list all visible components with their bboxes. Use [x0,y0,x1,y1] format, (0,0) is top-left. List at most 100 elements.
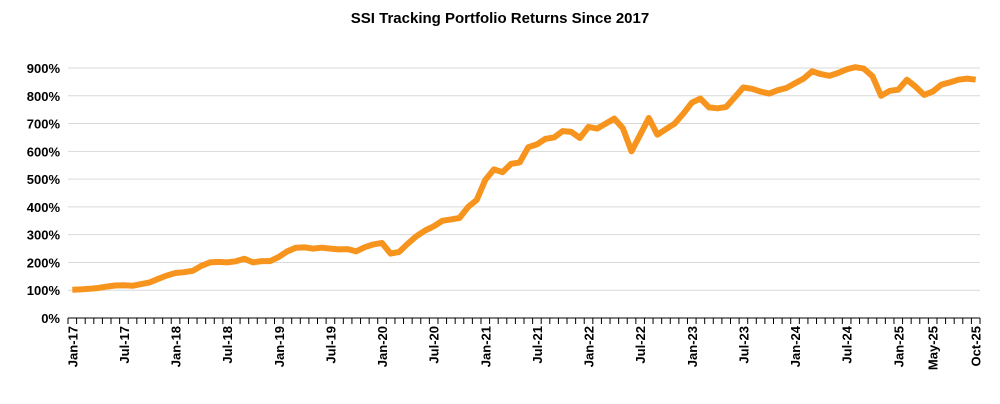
y-tick-label: 900% [27,61,61,76]
data-point [921,92,927,98]
y-tick-label: 400% [27,200,61,215]
data-point [680,111,686,117]
data-point [302,244,308,250]
y-tick-label: 100% [27,283,61,298]
data-point [758,89,764,95]
x-tick-label: Jan-24 [788,325,803,367]
data-point [276,254,282,260]
data-point [740,84,746,90]
data-point [586,124,592,130]
y-tick-label: 800% [27,89,61,104]
data-point [869,73,875,79]
data-point [672,121,678,127]
data-point [775,87,781,93]
data-point [259,258,265,264]
data-point [904,77,910,83]
data-point [887,88,893,94]
data-point [207,259,213,265]
data-point [465,204,471,210]
x-tick-label: Jan-18 [169,326,184,367]
data-point [706,104,712,110]
x-tick-label: Jan-22 [582,326,597,367]
data-point [362,244,368,250]
data-point [835,70,841,76]
data-point [370,241,376,247]
data-point [646,115,652,121]
data-point [147,279,153,285]
data-point [663,126,669,132]
data-point [474,197,480,203]
data-point [241,256,247,262]
y-axis-ticks: 0% 100% 200% 300% 400% 500% 600% 700% 800% 900% [27,61,61,326]
data-point [766,91,772,97]
x-tick-label: Jul-21 [530,326,545,364]
x-tick-label: Jan-19 [272,326,287,367]
data-point [792,80,798,86]
data-point [405,241,411,247]
x-tick-label: Oct-25 [969,326,984,366]
data-point [224,259,230,265]
data-point [964,76,970,82]
data-point [508,161,514,167]
x-tick-label: Jul-19 [323,326,338,364]
y-tick-label: 600% [27,144,61,159]
data-point [121,282,127,288]
y-tick-label: 0% [41,311,60,326]
data-point [439,218,445,224]
data-point [319,245,325,251]
data-point [801,76,807,82]
x-tick-label: Jan-25 [891,326,906,367]
data-point [955,77,961,83]
data-point [938,82,944,88]
data-point [104,284,110,290]
x-tick-label: Jan-17 [65,326,80,367]
data-point [284,248,290,254]
x-axis-ticks: Jan-17 Jul-17 Jan-18 Jul-18 Jan-19 Jul-19 Jan-… [65,325,983,370]
data-point [594,126,600,132]
y-tick-label: 700% [27,117,61,132]
data-point [560,128,566,134]
data-point [947,79,953,85]
data-point [69,287,75,293]
data-point [620,125,626,131]
data-point [930,89,936,95]
data-point [611,116,617,122]
data-point [396,249,402,255]
data-point [861,66,867,72]
data-point [654,132,660,138]
data-point [422,228,428,234]
series [69,64,977,293]
data-point [431,223,437,229]
x-tick-label: May-25 [926,326,941,370]
data-point [577,135,583,141]
x-tick-label: Jul-20 [427,326,442,364]
y-tick-label: 300% [27,228,61,243]
chart-title: SSI Tracking Portfolio Returns Since 201… [350,10,650,27]
data-point [456,215,462,221]
x-tick-label: Jan-21 [478,326,493,367]
data-point [190,268,196,274]
x-tick-label: Jul-23 [736,326,751,364]
data-point [551,134,557,140]
data-point [895,87,901,93]
data-point [878,93,884,99]
x-tick-label: Jan-23 [685,326,700,367]
data-point [327,246,333,252]
data-point [345,246,351,252]
data-point [723,104,729,110]
data-point [379,240,385,246]
data-point [336,246,342,252]
data-point [293,245,299,251]
data-point [697,96,703,102]
data-point [130,283,136,289]
y-tick-label: 500% [27,172,61,187]
data-point [78,286,84,292]
data-point [783,85,789,91]
x-tick-label: Jul-18 [220,326,235,364]
data-point [250,259,256,265]
data-point [164,273,170,279]
data-point [482,177,488,183]
data-point [637,132,643,138]
data-point [818,71,824,77]
